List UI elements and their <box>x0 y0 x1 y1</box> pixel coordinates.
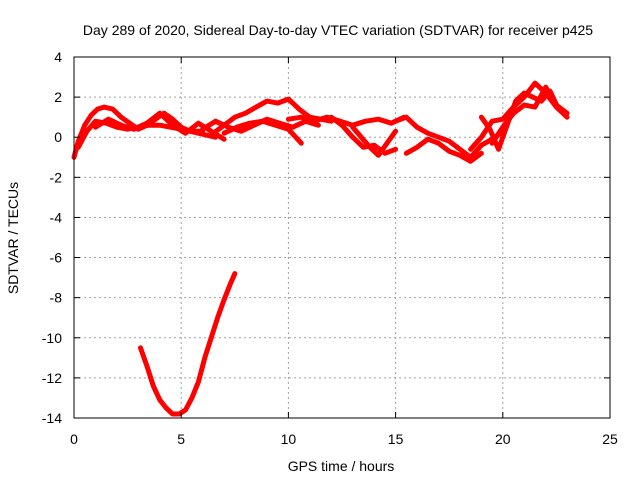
x-axis-label: GPS time / hours <box>288 458 395 474</box>
y-tick-label: -6 <box>50 250 63 266</box>
chart-title: Day 289 of 2020, Sidereal Day-to-day VTE… <box>83 22 593 38</box>
series-group <box>71 80 570 417</box>
y-tick-label: -14 <box>42 410 62 426</box>
x-tick-label: 0 <box>70 431 78 447</box>
plot-frame <box>73 56 611 419</box>
series-arc-4 <box>210 96 334 136</box>
series-arc-3 <box>92 110 227 142</box>
y-tick-label: -12 <box>42 370 62 386</box>
grid <box>73 56 611 419</box>
series-arc-10 <box>393 114 506 160</box>
x-tick-label: 25 <box>602 431 618 447</box>
y-tick-label: 4 <box>54 49 62 65</box>
x-tick-label: 20 <box>495 431 511 447</box>
series-arc-8 <box>328 114 399 156</box>
y-tick-label: 2 <box>54 89 62 105</box>
series-arc-6 <box>221 118 304 146</box>
series-arc-14 <box>489 84 570 146</box>
y-tick-label: -2 <box>50 169 63 185</box>
y-tick-label: -4 <box>50 209 63 225</box>
x-tick-label: 15 <box>388 431 404 447</box>
y-tick-label: -8 <box>50 290 63 306</box>
y-axis-label: SDTVAR / TECUs <box>5 182 21 294</box>
series-arc-7 <box>285 114 407 128</box>
series-arc-11 <box>403 136 484 164</box>
y-tick-label: -10 <box>42 330 62 346</box>
x-tick-label: 5 <box>177 431 185 447</box>
y-tick-label: 0 <box>54 129 62 145</box>
series-arc-15 <box>138 271 238 417</box>
series-arc-9 <box>350 124 399 158</box>
x-tick-label: 10 <box>281 431 297 447</box>
